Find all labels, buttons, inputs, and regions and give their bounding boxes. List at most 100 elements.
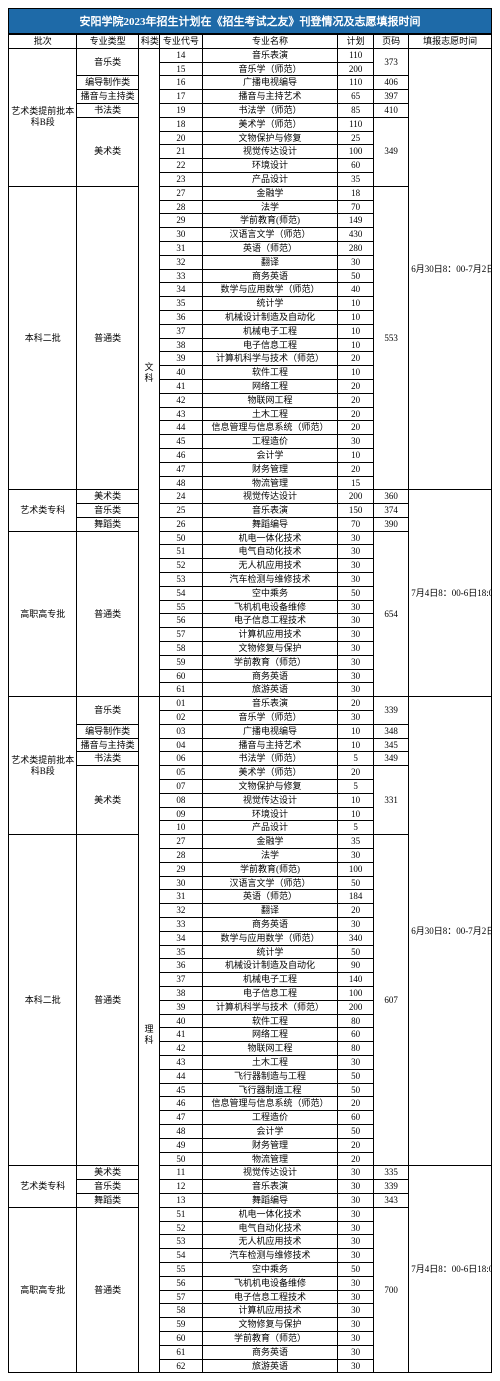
cell-code: 28	[160, 849, 203, 863]
cell-code: 39	[160, 352, 203, 366]
cell-plan: 30	[338, 1318, 373, 1332]
cell-majorname: 统计学	[202, 297, 338, 311]
cell-code: 36	[160, 959, 203, 973]
cell-type: 书法类	[77, 752, 138, 766]
cell-majorname: 汉语言文学（师范）	[202, 228, 338, 242]
cell-code: 06	[160, 752, 203, 766]
cell-code: 43	[160, 1055, 203, 1069]
cell-plan: 50	[338, 586, 373, 600]
table-row: 艺术类提前批本科B段音乐类理科01音乐表演203396月30日8：00-7月2日…	[9, 697, 492, 711]
cell-plan: 30	[338, 255, 373, 269]
cell-majorname: 计算机科学与技术（师范）	[202, 352, 338, 366]
cell-plan: 60	[338, 1111, 373, 1125]
cell-majorname: 工程造价	[202, 435, 338, 449]
cell-plan: 50	[338, 876, 373, 890]
header-row: 批次 专业类型 科类 专业代号 专业名称 计划 页码 填报志愿时间	[9, 35, 492, 49]
cell-plan: 70	[338, 200, 373, 214]
cell-plan: 100	[338, 986, 373, 1000]
cell-majorname: 工程造价	[202, 1111, 338, 1125]
table-row: 艺术类提前批本科B段音乐类文科14音乐表演1103736月30日8：00-7月2…	[9, 48, 492, 62]
cell-code: 11	[160, 1166, 203, 1180]
cell-plan: 30	[338, 1359, 373, 1373]
cell-batch: 艺术类专科	[9, 490, 77, 531]
cell-plan: 10	[338, 793, 373, 807]
cell-type: 播音与主持类	[77, 90, 138, 104]
table-row: 艺术类专科美术类11视觉传达设计303357月4日8：00-6日18:00	[9, 1166, 492, 1180]
cell-plan: 30	[338, 600, 373, 614]
cell-majorname: 网络工程	[202, 379, 338, 393]
cell-code: 14	[160, 48, 203, 62]
cell-majorname: 会计学	[202, 448, 338, 462]
cell-plan: 10	[338, 297, 373, 311]
cell-majorname: 舞蹈编导	[202, 517, 338, 531]
cell-majorname: 音乐表演	[202, 697, 338, 711]
cell-code: 21	[160, 145, 203, 159]
cell-majorname: 文物修复与保护	[202, 642, 338, 656]
cell-code: 33	[160, 918, 203, 932]
h-page: 页码	[373, 35, 408, 49]
cell-majorname: 数学与应用数学（师范）	[202, 931, 338, 945]
cell-code: 33	[160, 269, 203, 283]
cell-batch: 艺术类提前批本科B段	[9, 697, 77, 835]
cell-code: 50	[160, 1152, 203, 1166]
cell-majorname: 产品设计	[202, 172, 338, 186]
cell-plan: 70	[338, 517, 373, 531]
cell-code: 23	[160, 172, 203, 186]
cell-code: 39	[160, 1000, 203, 1014]
cell-code: 54	[160, 586, 203, 600]
cell-type: 美术类	[77, 766, 138, 835]
cell-type: 书法类	[77, 103, 138, 117]
cell-code: 29	[160, 214, 203, 228]
cell-plan: 10	[338, 807, 373, 821]
cell-code: 41	[160, 1028, 203, 1042]
cell-plan: 20	[338, 407, 373, 421]
cell-majorname: 统计学	[202, 945, 338, 959]
cell-plan: 30	[338, 628, 373, 642]
cell-plan: 30	[338, 849, 373, 863]
cell-majorname: 软件工程	[202, 1014, 338, 1028]
cell-plan: 50	[338, 945, 373, 959]
cell-code: 49	[160, 1138, 203, 1152]
cell-batch: 艺术类提前批本科B段	[9, 48, 77, 186]
cell-batch: 本科二批	[9, 186, 77, 490]
cell-code: 52	[160, 1221, 203, 1235]
cell-majorname: 视觉传达设计	[202, 793, 338, 807]
cell-page: 390	[373, 517, 408, 531]
cell-plan: 30	[338, 1221, 373, 1235]
cell-majorname: 信息管理与信息系统（师范）	[202, 421, 338, 435]
cell-plan: 10	[338, 724, 373, 738]
cell-majorname: 金融学	[202, 186, 338, 200]
cell-plan: 430	[338, 228, 373, 242]
cell-code: 38	[160, 986, 203, 1000]
cell-type: 美术类	[77, 1166, 138, 1180]
cell-code: 35	[160, 945, 203, 959]
cell-majorname: 信息管理与信息系统（师范）	[202, 1097, 338, 1111]
cell-plan: 30	[338, 1249, 373, 1263]
cell-type: 音乐类	[77, 1180, 138, 1194]
cell-majorname: 土木工程	[202, 1055, 338, 1069]
cell-time: 6月30日8：00-7月2日18：00	[409, 697, 492, 1166]
cell-page: 360	[373, 490, 408, 504]
cell-majorname: 环境设计	[202, 807, 338, 821]
cell-code: 01	[160, 697, 203, 711]
cell-page: 349	[373, 117, 408, 186]
cell-code: 60	[160, 669, 203, 683]
cell-code: 31	[160, 241, 203, 255]
cell-majorname: 学前教育（师范）	[202, 1331, 338, 1345]
cell-plan: 200	[338, 490, 373, 504]
cell-code: 36	[160, 310, 203, 324]
h-batch: 批次	[9, 35, 77, 49]
cell-majorname: 视觉传达设计	[202, 490, 338, 504]
cell-plan: 18	[338, 186, 373, 200]
cell-code: 32	[160, 904, 203, 918]
cell-code: 27	[160, 835, 203, 849]
cell-majorname: 土木工程	[202, 407, 338, 421]
cell-code: 31	[160, 890, 203, 904]
cell-page: 700	[373, 1207, 408, 1373]
cell-majorname: 广播电视编导	[202, 724, 338, 738]
cell-code: 61	[160, 1345, 203, 1359]
cell-page: 374	[373, 504, 408, 518]
cell-code: 24	[160, 490, 203, 504]
cell-type: 普通类	[77, 531, 138, 697]
cell-code: 34	[160, 283, 203, 297]
